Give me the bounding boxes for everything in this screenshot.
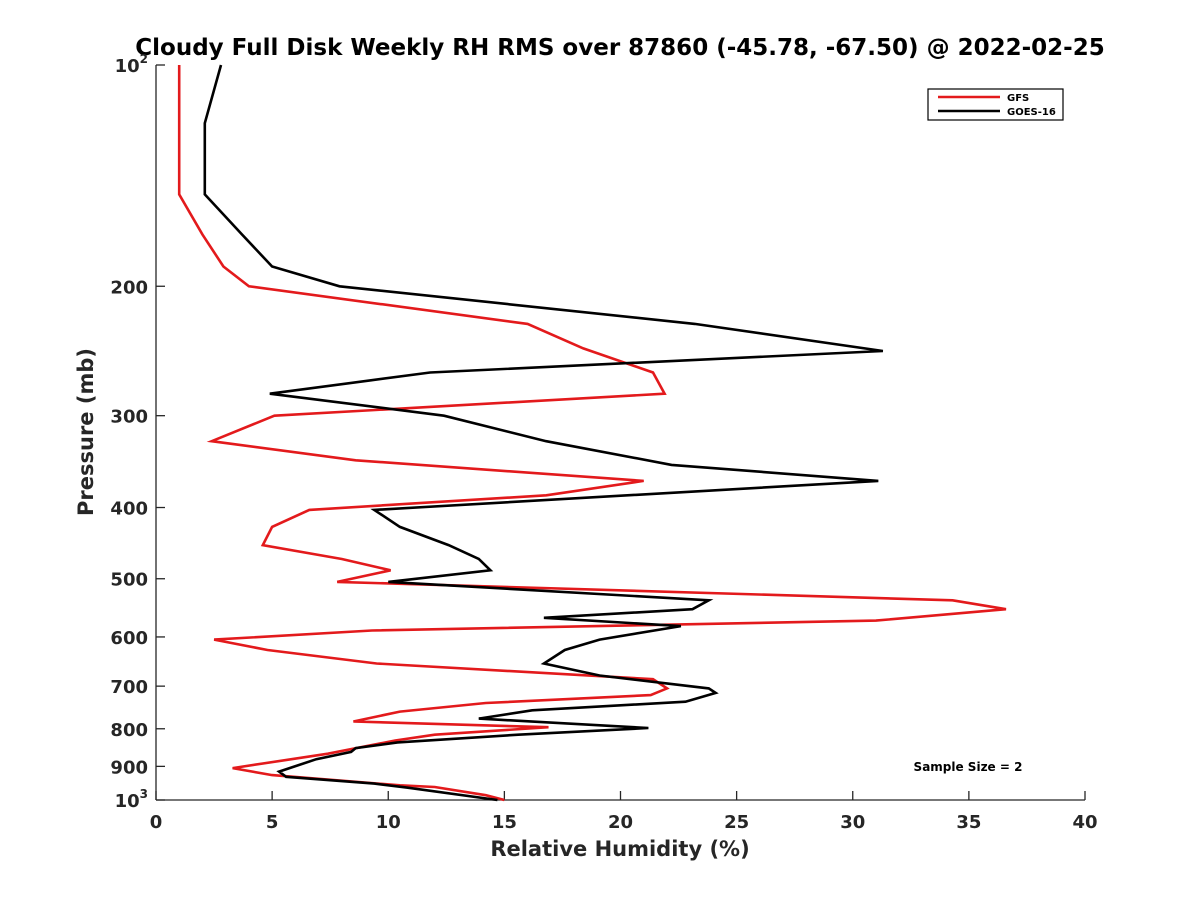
x-tick-label: 10 [376,812,401,833]
y-tick-label: 700 [110,677,148,698]
y-tick-label: 300 [110,407,148,428]
x-tick-label: 40 [1072,812,1097,833]
y-tick-label: 500 [110,570,148,591]
x-axis-label: Relative Humidity (%) [490,837,749,861]
series-line-gfs [177,65,1007,802]
x-tick-label: 0 [150,812,163,833]
x-axis-ticks: 0 5 10 15 20 25 30 35 40 [150,791,1098,833]
series-group [177,64,1007,802]
x-tick-label: 20 [608,812,633,833]
x-tick-label: 35 [956,812,981,833]
x-tick-label: 15 [492,812,517,833]
x-tick-label: 30 [840,812,865,833]
y-axis-ticks: 102 200 300 400 500 600 700 800 900 103 [110,52,165,812]
x-tick-label: 5 [266,812,279,833]
y-tick-label: 900 [110,757,148,778]
y-tick-label: 103 [115,787,148,812]
y-tick-label: 200 [110,277,148,298]
series-line-goes-16 [203,64,884,802]
chart-title: Cloudy Full Disk Weekly RH RMS over 8786… [135,35,1104,61]
y-tick-label: 400 [110,499,148,520]
y-tick-label: 600 [110,628,148,649]
legend-label-goes-16: GOES-16 [1007,107,1056,118]
y-tick-label: 102 [115,52,148,77]
legend-box [927,88,1064,121]
legend-label-gfs: GFS [1007,93,1029,104]
y-axis-label: Pressure (mb) [74,348,98,516]
legend: GFS GOES-16 [927,88,1064,121]
x-tick-label: 25 [724,812,749,833]
sample-size-annotation: Sample Size = 2 [914,760,1023,774]
y-tick-label: 800 [110,720,148,741]
